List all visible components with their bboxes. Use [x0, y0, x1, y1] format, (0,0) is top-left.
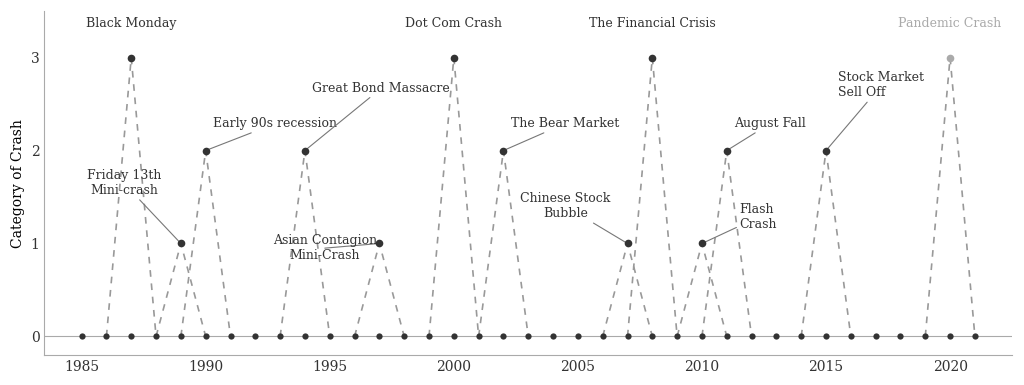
Text: August Fall: August Fall [727, 117, 806, 151]
Text: Flash
Crash: Flash Crash [702, 203, 776, 243]
Text: Great Bond Massacre: Great Bond Massacre [305, 82, 451, 151]
Text: Early 90s recession: Early 90s recession [206, 117, 337, 151]
Text: Dot Com Crash: Dot Com Crash [406, 17, 503, 30]
Text: The Financial Crisis: The Financial Crisis [589, 17, 716, 30]
Text: Friday 13th
Mini-crash: Friday 13th Mini-crash [87, 169, 181, 243]
Text: Asian Contagion
Mini-Crash: Asian Contagion Mini-Crash [272, 234, 379, 262]
Text: The Bear Market: The Bear Market [504, 117, 620, 151]
Text: Chinese Stock
Bubble: Chinese Stock Bubble [520, 192, 628, 243]
Text: Pandemic Crash: Pandemic Crash [898, 17, 1001, 30]
Text: Black Monday: Black Monday [86, 17, 176, 30]
Text: Stock Market
Sell Off: Stock Market Sell Off [826, 71, 925, 151]
Y-axis label: Category of Crash: Category of Crash [11, 119, 26, 248]
